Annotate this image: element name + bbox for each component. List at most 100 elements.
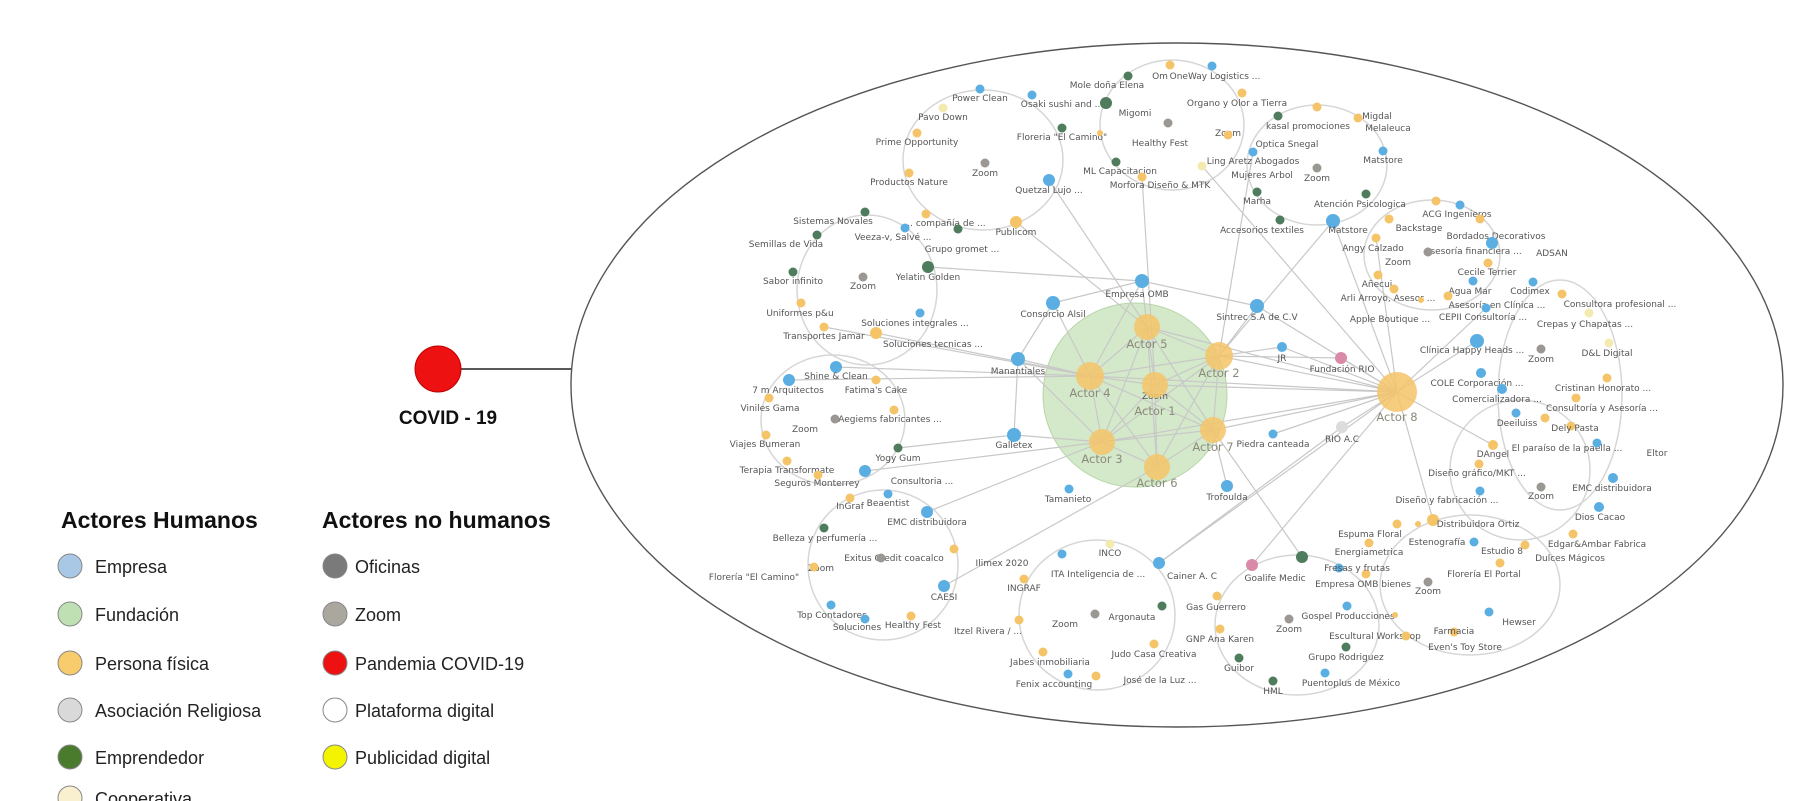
- node-dl[interactable]: D&L Digital: [1581, 338, 1633, 360]
- persona-dot[interactable]: [871, 375, 881, 385]
- empresa-dot[interactable]: [1011, 352, 1025, 366]
- persona-dot[interactable]: [1377, 372, 1417, 412]
- node-viniles[interactable]: Viniles Gama: [740, 393, 800, 415]
- node-jose[interactable]: José de la Luz ...: [1091, 671, 1197, 687]
- node-optica[interactable]: Optica Snegal: [1223, 130, 1319, 151]
- empresa-dot[interactable]: [830, 361, 842, 373]
- cooperativa-dot[interactable]: [938, 103, 948, 113]
- persona-dot[interactable]: [1392, 519, 1402, 529]
- persona-dot[interactable]: [1142, 372, 1168, 398]
- node-dioscacao[interactable]: Dios Cacao: [1575, 502, 1626, 523]
- node-aguamar[interactable]: Agua Mar: [1449, 276, 1492, 298]
- node-fatima[interactable]: Fatima's Cake: [845, 375, 908, 397]
- empresa-dot[interactable]: [900, 223, 910, 233]
- persona-dot[interactable]: [819, 322, 829, 332]
- persona-dot[interactable]: [813, 470, 823, 480]
- node-aegiems[interactable]: Aegiems fabricantes ...: [838, 405, 942, 426]
- empresa-dot[interactable]: [1063, 669, 1073, 679]
- persona-dot[interactable]: [870, 327, 882, 339]
- node-seguros[interactable]: Seguros Monterrey: [774, 470, 860, 490]
- node-emcright[interactable]: EMC distribuidora: [1572, 473, 1652, 494]
- persona-dot[interactable]: [1089, 429, 1115, 455]
- node-piedra[interactable]: Piedra canteada: [1236, 429, 1310, 451]
- emprendedor-dot[interactable]: [1273, 111, 1283, 121]
- persona-dot[interactable]: [1019, 574, 1029, 584]
- node-arli[interactable]: Arli Arroyo, Asesor ...: [1341, 284, 1436, 305]
- node-florcamino1[interactable]: Floreria "El Camino": [1017, 123, 1107, 144]
- node-gasguerrero[interactable]: Gas Guerrero: [1186, 591, 1246, 614]
- persona-dot[interactable]: [949, 544, 959, 554]
- node-organo[interactable]: Organo y Olor a Tierra: [1187, 88, 1287, 110]
- persona-dot[interactable]: [1076, 362, 1104, 390]
- persona-dot[interactable]: [1384, 214, 1394, 224]
- node-crepas[interactable]: Crepas y Chapatas ...: [1537, 308, 1633, 331]
- node-paraiso[interactable]: El paraíso de la paella ...: [1512, 413, 1623, 455]
- empresa-dot[interactable]: [1608, 473, 1618, 483]
- node-asesoriaclinica[interactable]: Asesoría en Clínica ...: [1443, 291, 1546, 312]
- node-argonauta[interactable]: Argonauta: [1109, 601, 1167, 624]
- empresa-dot[interactable]: [859, 465, 871, 477]
- persona-dot[interactable]: [1474, 459, 1484, 469]
- fundacion-dot[interactable]: [1246, 559, 1258, 571]
- religiosa-dot[interactable]: [1336, 421, 1348, 433]
- node-ingraf2[interactable]: INGRAF: [1007, 574, 1041, 595]
- node-melaleuca[interactable]: Melaleuca: [1353, 113, 1411, 135]
- zoom-dot[interactable]: [876, 553, 886, 563]
- empresa-dot[interactable]: [1484, 607, 1494, 617]
- persona-dot[interactable]: [1415, 521, 1421, 527]
- empresa-dot[interactable]: [1043, 174, 1055, 186]
- node-shine[interactable]: Shine & Clean: [804, 361, 868, 382]
- persona-dot[interactable]: [796, 298, 806, 308]
- empresa-dot[interactable]: [1334, 563, 1344, 573]
- empresa-dot[interactable]: [921, 506, 933, 518]
- node-zoom5[interactable]: Zoom: [1385, 247, 1433, 269]
- emprendedor-dot[interactable]: [1111, 157, 1121, 167]
- emprendedor-dot[interactable]: [1157, 601, 1167, 611]
- node-espuma[interactable]: Espuma Floral: [1338, 519, 1402, 541]
- persona-dot[interactable]: [1137, 172, 1147, 182]
- persona-dot[interactable]: [1373, 270, 1383, 280]
- node-energiametrica[interactable]: Energiametrica: [1335, 538, 1404, 559]
- node-kasal[interactable]: kasal promociones: [1266, 111, 1350, 133]
- empresa-dot[interactable]: [826, 600, 836, 610]
- node-quetzal[interactable]: Quetzal Lujo ...: [1015, 174, 1083, 196]
- empresa-dot[interactable]: [1320, 668, 1330, 678]
- empresa-dot[interactable]: [1027, 90, 1037, 100]
- persona-dot[interactable]: [1495, 558, 1505, 568]
- persona-dot[interactable]: [1427, 514, 1439, 526]
- persona-dot[interactable]: [1312, 102, 1322, 112]
- node-pavo[interactable]: Pavo Down: [918, 103, 968, 124]
- emprendedor-dot[interactable]: [812, 230, 822, 240]
- empresa-dot[interactable]: [1497, 384, 1507, 394]
- persona-dot[interactable]: [1443, 291, 1453, 301]
- node-disenografico[interactable]: Diseño gráfico/MKT ...: [1428, 459, 1526, 480]
- node-ombbienes[interactable]: Empresa OMB bienes: [1315, 569, 1411, 591]
- covid-node[interactable]: [414, 345, 462, 393]
- empresa-dot[interactable]: [783, 374, 795, 386]
- node-hml[interactable]: HML: [1263, 676, 1283, 698]
- zoom-dot[interactable]: [830, 414, 840, 424]
- node-zoom8[interactable]: Zoom: [1415, 577, 1441, 598]
- empresa-dot[interactable]: [1007, 428, 1021, 442]
- node-om[interactable]: Om: [1152, 60, 1175, 83]
- node-zoom7[interactable]: Zoom: [1528, 482, 1554, 503]
- node-gnp[interactable]: GNP Ana Karen: [1186, 624, 1254, 646]
- node-osaki[interactable]: Osaki sushi and ...: [1021, 90, 1103, 111]
- node-actor6[interactable]: Actor 6: [1136, 454, 1178, 490]
- node-uniformes[interactable]: Uniformes p&u: [766, 298, 834, 320]
- node-actor8[interactable]: Actor 8: [1376, 372, 1418, 424]
- node-actor2[interactable]: Actor 2: [1198, 342, 1240, 380]
- emprendedor-dot[interactable]: [1057, 123, 1067, 133]
- node-ita[interactable]: ITA Inteligencia de ...: [1051, 557, 1165, 580]
- cooperativa-dot[interactable]: [1584, 308, 1594, 318]
- node-delypasta[interactable]: Dely Pasta: [1551, 421, 1599, 435]
- node-jr[interactable]: JR: [1277, 342, 1287, 364]
- node-beaentist[interactable]: Beaentist: [867, 489, 910, 510]
- node-disenofab[interactable]: Diseño y fabricación ...: [1395, 486, 1499, 507]
- node-bordados[interactable]: Bordados Decorativos: [1447, 200, 1546, 243]
- node-transportes[interactable]: Transportes Jamar: [782, 322, 865, 343]
- persona-dot[interactable]: [1488, 440, 1498, 450]
- persona-dot[interactable]: [1602, 373, 1612, 383]
- node-manantiales[interactable]: Manantiales: [991, 352, 1046, 377]
- node-deeiluiss[interactable]: Deeiluiss: [1497, 408, 1538, 430]
